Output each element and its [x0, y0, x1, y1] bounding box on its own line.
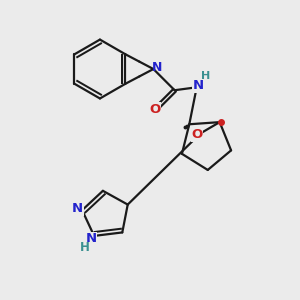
- Text: H: H: [201, 71, 210, 81]
- Text: N: N: [72, 202, 83, 215]
- Text: O: O: [191, 128, 203, 141]
- Text: N: N: [152, 61, 162, 74]
- Text: N: N: [193, 79, 204, 92]
- Text: N: N: [85, 232, 97, 245]
- Text: H: H: [80, 241, 90, 254]
- Text: O: O: [149, 103, 160, 116]
